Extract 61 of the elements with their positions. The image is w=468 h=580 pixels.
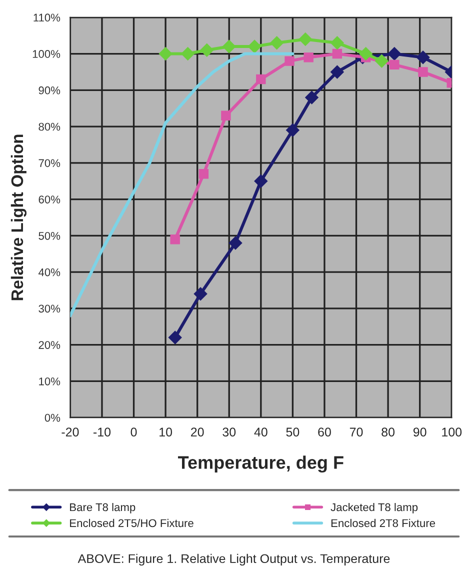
- point: [284, 56, 294, 66]
- y-tick-label: 110%: [34, 14, 60, 22]
- point: [200, 44, 214, 57]
- point: [248, 40, 262, 54]
- x-tick-label: 80: [382, 428, 395, 437]
- y-tick-label: 100%: [32, 50, 60, 58]
- y-tick-label: 40%: [38, 268, 60, 276]
- x-tick-label: 50: [286, 428, 300, 437]
- point: [222, 40, 236, 54]
- x-tick-label: -20: [62, 428, 79, 437]
- x-tick-label: 100: [442, 428, 462, 437]
- point: [254, 174, 268, 188]
- point: [388, 47, 401, 60]
- y-axis-title: Relative Light Option: [10, 134, 27, 300]
- x-axis-title: Temperature, deg F: [178, 456, 344, 473]
- x-tick-label: 10: [160, 428, 172, 437]
- legend-label: Enclosed 2T8 Fixture: [331, 518, 436, 528]
- point: [198, 168, 209, 179]
- x-tick-label: 40: [254, 428, 268, 437]
- x-tick-label: 0: [130, 428, 137, 437]
- point: [304, 52, 314, 62]
- text: ABOVE: Figure 1. Relative Light Output vs. Temperature: [78, 554, 390, 566]
- point: [416, 50, 430, 64]
- point: [330, 36, 344, 50]
- y-tick-label: 70%: [38, 159, 60, 168]
- point: [221, 110, 231, 120]
- x-tick-label: 30: [222, 428, 236, 437]
- point: [305, 90, 318, 104]
- point: [194, 287, 208, 300]
- legend-label: Bare T8 lamp: [70, 503, 136, 514]
- point: [375, 54, 388, 68]
- x-tick-label: 70: [350, 428, 363, 437]
- line-series: [70, 52, 294, 318]
- y-tick-label: 50%: [38, 232, 60, 240]
- point: [168, 330, 182, 344]
- x-tick-label: -10: [94, 428, 111, 437]
- y-tick-label: 0%: [44, 414, 60, 422]
- y-tick-label: 90%: [38, 86, 60, 94]
- point: [332, 48, 342, 59]
- point: [330, 65, 344, 79]
- y-tick-label: 10%: [39, 377, 60, 386]
- point: [256, 74, 266, 84]
- point: [270, 36, 284, 50]
- y-tick-label: 30%: [38, 304, 60, 313]
- x-tick-label: 60: [318, 428, 331, 437]
- y-tick-label: 60%: [38, 196, 60, 204]
- point: [286, 124, 300, 137]
- legend-label: Jacketed T8 lamp: [330, 503, 418, 514]
- y-tick-label: 20%: [38, 341, 60, 349]
- point: [158, 47, 172, 60]
- y-tick-label: 80%: [38, 122, 60, 131]
- point: [170, 234, 180, 244]
- point: [298, 32, 312, 46]
- x-tick-label: 90: [413, 428, 426, 437]
- point: [359, 47, 372, 60]
- point: [228, 236, 242, 250]
- point: [390, 60, 400, 70]
- legend-label: Enclosed 2T5/HO Fixture: [70, 518, 194, 528]
- point: [181, 47, 194, 60]
- point: [418, 67, 428, 77]
- x-tick-label: 20: [191, 428, 204, 437]
